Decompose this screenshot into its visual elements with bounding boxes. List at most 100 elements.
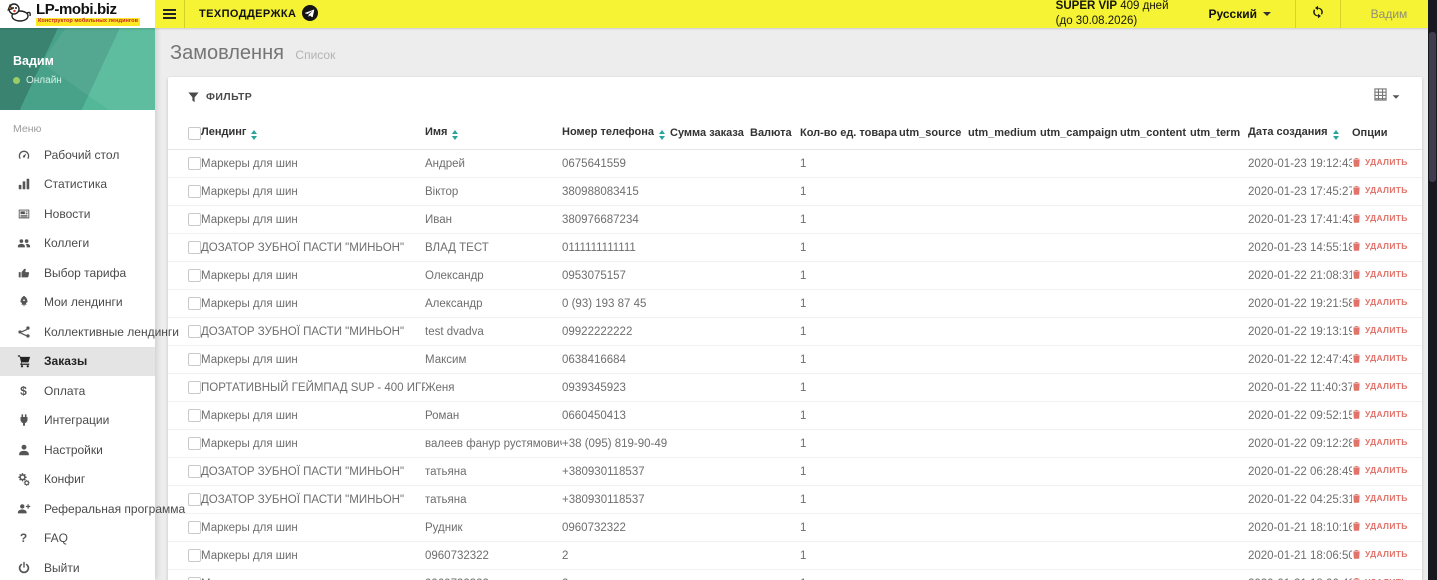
cell-landing: ПОРТАТИВНЫЙ ГЕЙМПАД SUP - 400 ИГР В 1 [201, 373, 425, 402]
sidebar-item-colleagues[interactable]: Коллеги [0, 229, 155, 259]
app-logo[interactable]: LP-mobi.biz Конструктор мобильных лендин… [0, 0, 155, 28]
cell-utm_content [1120, 177, 1190, 206]
delete-button[interactable]: УДАЛИТЬ [1352, 381, 1408, 391]
cell-currency [750, 233, 800, 262]
cell-qty: 1 [800, 317, 899, 346]
row-checkbox[interactable] [188, 409, 201, 422]
column-header-phone[interactable]: Номер телефона [562, 117, 670, 150]
delete-button[interactable]: УДАЛИТЬ [1352, 213, 1408, 223]
cell-qty: 1 [800, 205, 899, 234]
row-checkbox[interactable] [188, 493, 201, 506]
sidebar-item-statistics[interactable]: Статистика [0, 170, 155, 200]
row-checkbox[interactable] [188, 437, 201, 450]
column-header-utm_medium: utm_medium [968, 117, 1040, 150]
delete-button[interactable]: УДАЛИТЬ [1352, 297, 1408, 307]
sidebar-item-tariff[interactable]: Выбор тарифа [0, 258, 155, 288]
delete-button[interactable]: УДАЛИТЬ [1352, 325, 1408, 335]
row-checkbox[interactable] [188, 185, 201, 198]
scrollbar-thumb[interactable] [1429, 32, 1436, 182]
row-checkbox[interactable] [188, 325, 201, 338]
delete-button[interactable]: УДАЛИТЬ [1352, 185, 1408, 195]
table-grid-icon [1374, 88, 1387, 106]
delete-button[interactable]: УДАЛИТЬ [1352, 241, 1408, 251]
sort-icon[interactable] [452, 130, 459, 140]
sidebar-item-referral[interactable]: Реферальная программа [0, 494, 185, 524]
sidebar-item-label: Интеграции [44, 413, 110, 428]
delete-button[interactable]: УДАЛИТЬ [1352, 577, 1408, 580]
delete-button[interactable]: УДАЛИТЬ [1352, 465, 1408, 475]
row-checkbox[interactable] [188, 549, 201, 562]
sidebar-item-orders[interactable]: Заказы [0, 346, 155, 376]
row-checkbox[interactable] [188, 381, 201, 394]
table-row: ДОЗАТОР ЗУБНОЇ ПАСТИ "МИНЬОН" ВЛАД ТЕСТ 01… [168, 233, 1422, 262]
row-checkbox[interactable] [188, 241, 201, 254]
cell-utm_medium [968, 541, 1040, 570]
cell-utm_campaign [1040, 345, 1120, 374]
refresh-button[interactable] [1296, 0, 1340, 28]
sort-icon[interactable] [1332, 130, 1339, 140]
sidebar-item-settings[interactable]: Настройки [0, 435, 155, 465]
cell-qty: 1 [800, 177, 899, 206]
row-checkbox[interactable] [188, 353, 201, 366]
cell-currency [750, 401, 800, 430]
table-row: ДОЗАТОР ЗУБНОЇ ПАСТИ "МИНЬОН" test dvadva… [168, 317, 1422, 346]
sidebar-toggle-button[interactable] [155, 0, 185, 28]
delete-button[interactable]: УДАЛИТЬ [1352, 493, 1408, 503]
cell-name: 0960732322 [425, 569, 562, 580]
cell-created_at: 2020-01-22 19:13:19 [1248, 317, 1352, 346]
select-all-checkbox[interactable] [188, 126, 201, 140]
delete-button[interactable]: УДАЛИТЬ [1352, 157, 1408, 167]
sort-icon[interactable] [251, 130, 258, 140]
column-label: utm_campaign [1040, 127, 1118, 139]
tech-support-button[interactable]: ТЕХПОДДЕРЖКА [185, 0, 332, 28]
my-landings-icon [16, 295, 31, 310]
delete-button[interactable]: УДАЛИТЬ [1352, 437, 1408, 447]
row-checkbox[interactable] [188, 157, 201, 170]
payment-dollar-icon: $ [20, 383, 27, 398]
cell-landing: Маркеры для шин [201, 149, 425, 178]
sidebar-item-payment[interactable]: $ Оплата [0, 376, 155, 406]
row-checkbox[interactable] [188, 269, 201, 282]
question-icon: ? [19, 531, 28, 546]
cell-qty: 1 [800, 261, 899, 290]
column-header-currency: Валюта [750, 117, 800, 150]
cell-utm_content [1120, 289, 1190, 318]
row-checkbox[interactable] [188, 465, 201, 478]
sidebar-item-dashboard[interactable]: Рабочий стол [0, 140, 155, 170]
row-checkbox[interactable] [188, 297, 201, 310]
column-header-landing[interactable]: Лендинг [201, 117, 425, 150]
language-selector[interactable]: Русский [1185, 0, 1296, 28]
referral-user-plus-icon [16, 501, 31, 516]
sidebar-item-collective-landings[interactable]: Коллективные лендинги [0, 317, 179, 347]
sidebar-item-logout[interactable]: Выйти [0, 553, 155, 580]
sidebar-item-my-landings[interactable]: Мои лендинги [0, 288, 155, 318]
orders-cart-icon [16, 354, 31, 369]
header-username[interactable]: Вадим [1370, 7, 1408, 21]
delete-button[interactable]: УДАЛИТЬ [1352, 353, 1408, 363]
delete-button[interactable]: УДАЛИТЬ [1352, 549, 1408, 559]
cell-qty: 1 [800, 429, 899, 458]
delete-button[interactable]: УДАЛИТЬ [1352, 521, 1408, 531]
column-header-name[interactable]: Имя [425, 117, 562, 150]
column-header-created_at[interactable]: Дата создания [1248, 117, 1352, 150]
cell-utm_content [1120, 317, 1190, 346]
sort-icon[interactable] [658, 130, 665, 140]
cell-created_at: 2020-01-22 12:47:43 [1248, 345, 1352, 374]
column-settings-button[interactable] [1374, 88, 1400, 106]
row-checkbox[interactable] [188, 521, 201, 534]
news-icon [16, 206, 31, 221]
sidebar-item-faq[interactable]: ? FAQ [0, 524, 155, 554]
filter-button[interactable]: ФИЛЬТР [188, 91, 252, 103]
delete-button[interactable]: УДАЛИТЬ [1352, 269, 1408, 279]
row-checkbox[interactable] [188, 213, 201, 226]
sidebar-item-news[interactable]: Новости [0, 199, 155, 229]
delete-button[interactable]: УДАЛИТЬ [1352, 409, 1408, 419]
cell-options: УДАЛИТЬ [1352, 289, 1422, 318]
sidebar-item-integrations[interactable]: Интеграции [0, 406, 155, 436]
trash-icon [1353, 381, 1360, 391]
sidebar-item-config[interactable]: Конфиг [0, 465, 155, 495]
sidebar-item-label: Выбор тарифа [44, 265, 127, 280]
cell-phone: +380930118537 [562, 485, 670, 514]
page-scrollbar[interactable] [1428, 0, 1437, 580]
row-checkbox[interactable] [188, 577, 201, 580]
